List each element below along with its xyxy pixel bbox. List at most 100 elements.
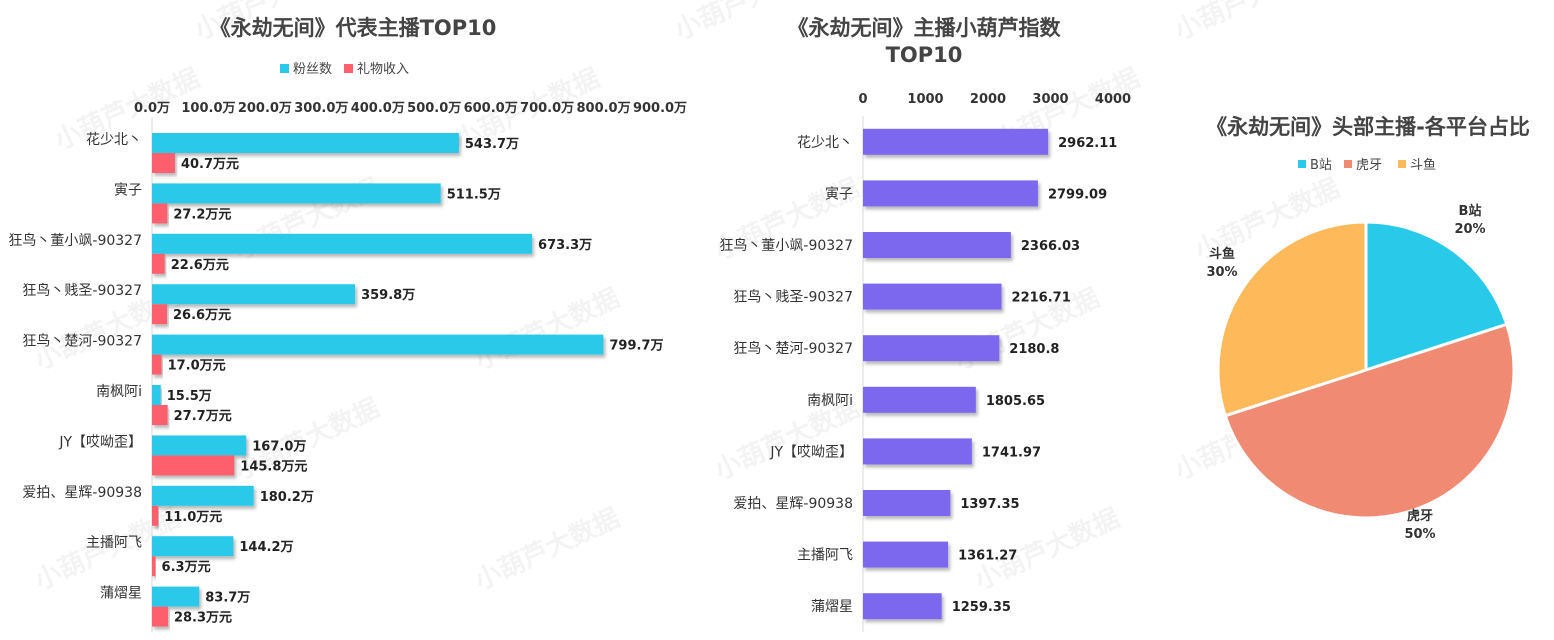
chart2-data-labels: 2962.11 2799.09 2366.03 2216.71 2180.8 1805.6… — [952, 136, 1118, 615]
index-bar — [863, 335, 1000, 362]
chart1-x-tick: 300.0万 — [294, 101, 348, 116]
fans-data-label: 83.7万 — [205, 591, 250, 606]
index-bar — [863, 232, 1011, 258]
fans-bar — [152, 536, 234, 557]
index-chart: 《永劫无间》主播小葫芦指数 TOP10 0 1000 2000 3000 4000 花少北… — [719, 16, 1131, 632]
chart1-x-tick: 600.0万 — [464, 101, 518, 116]
chart2-category-label: 南枫阿i — [807, 393, 853, 409]
gift-bar — [152, 405, 168, 425]
watermark-text: 小葫芦大数据 — [470, 283, 624, 376]
pie-legend-swatch — [1298, 160, 1306, 168]
fans-bar — [152, 284, 356, 305]
chart1-category-label: 花少北丶 — [86, 132, 142, 148]
index-data-label: 2962.11 — [1058, 136, 1117, 151]
fans-gift-chart: 《永劫无间》代表主播TOP10 粉丝数 礼物收入 0.0万 100.0万 200.0… — [8, 16, 687, 632]
chart1-category-label: 主播阿飞 — [86, 535, 142, 551]
chart1-category-label: 狂鸟丶贱圣-90327 — [22, 283, 142, 299]
chart2-category-label: 爱拍、星辉-90938 — [733, 496, 853, 512]
chart1-x-tick: 900.0万 — [633, 101, 687, 116]
gift-data-label: 27.7万元 — [174, 409, 232, 424]
index-bar — [863, 490, 951, 516]
gift-bar — [152, 153, 175, 173]
chart1-category-label: 狂鸟丶楚河-90327 — [22, 334, 142, 350]
fans-data-label: 144.2万 — [239, 540, 293, 555]
chart2-x-tick: 3000 — [1032, 92, 1068, 107]
index-data-label: 1361.27 — [958, 549, 1017, 564]
pie-slice-name: 斗鱼 — [1209, 246, 1235, 262]
index-data-label: 1397.35 — [960, 497, 1019, 512]
gift-bar — [152, 253, 165, 274]
chart1-bars — [152, 133, 604, 627]
chart2-category-label: 花少北丶 — [797, 135, 853, 151]
index-data-label: 2799.09 — [1048, 187, 1107, 202]
chart2-bars — [863, 128, 1049, 620]
index-bar — [863, 180, 1038, 207]
chart2-title-line1: 《永劫无间》主播小葫芦指数 — [788, 16, 1062, 40]
pie-slice-percent: 20% — [1454, 222, 1485, 237]
index-bar — [863, 386, 976, 413]
fans-data-label: 167.0万 — [252, 439, 306, 454]
pie-slice-percent: 30% — [1206, 265, 1237, 280]
chart3-slices — [1216, 220, 1516, 520]
index-data-label: 2180.8 — [1009, 342, 1059, 357]
watermark-text: 小葫芦大数据 — [1170, 0, 1324, 46]
legend-swatch-gift — [344, 64, 353, 73]
gift-data-label: 22.6万元 — [171, 258, 229, 273]
fans-bar — [152, 485, 254, 506]
chart2-x-ticks: 0 1000 2000 3000 4000 — [858, 92, 1131, 107]
index-bar — [863, 438, 972, 465]
gift-data-label: 145.8万元 — [240, 459, 307, 474]
fans-bar — [152, 435, 247, 456]
chart2-title: 《永劫无间》主播小葫芦指数 TOP10 — [788, 16, 1062, 67]
pie-legend-label: 斗鱼 — [1410, 157, 1436, 173]
fans-data-label: 799.7万 — [609, 339, 663, 354]
fans-bar — [152, 586, 200, 607]
gift-bar — [152, 354, 162, 375]
pie-slice — [1216, 220, 1368, 418]
pie-legend-swatch — [1344, 160, 1352, 168]
fans-data-label: 15.5万 — [167, 389, 212, 404]
chart2-x-tick: 0 — [858, 92, 867, 107]
index-data-label: 2216.71 — [1012, 291, 1071, 306]
fans-bar — [152, 183, 441, 204]
fans-bar — [152, 233, 533, 254]
chart1-category-label: 爱拍、星辉-90938 — [22, 485, 142, 501]
chart3-legend: B站 虎牙 斗鱼 — [1298, 157, 1436, 173]
chart2-title-line2: TOP10 — [886, 43, 963, 67]
gift-data-label: 26.6万元 — [173, 308, 231, 323]
chart2-category-label: 寅子 — [825, 185, 853, 202]
chart2-category-label: JY【哎呦歪】 — [769, 444, 853, 460]
watermark-text: 小葫芦大数据 — [470, 503, 624, 596]
fans-data-label: 180.2万 — [260, 490, 314, 505]
gift-bar — [152, 455, 235, 476]
index-data-label: 1741.97 — [982, 445, 1041, 460]
gift-bar — [152, 505, 159, 526]
legend-swatch-fans — [280, 64, 289, 73]
pie-slice — [1364, 220, 1509, 373]
gift-data-label: 28.3万元 — [174, 611, 232, 626]
pie-legend-label: B站 — [1310, 158, 1332, 173]
index-data-label: 1805.65 — [986, 394, 1045, 409]
pie-slice-name: B站 — [1459, 203, 1482, 219]
index-bar — [863, 128, 1049, 155]
gift-bar — [152, 304, 168, 325]
pie-slice-percent: 50% — [1404, 527, 1435, 542]
gift-data-label: 6.3万元 — [162, 560, 211, 575]
chart1-category-label: 南枫阿i — [96, 384, 142, 400]
fans-data-label: 543.7万 — [465, 137, 519, 152]
fans-data-label: 359.8万 — [361, 288, 415, 303]
chart1-category-label: 狂鸟丶董小飒-90327 — [8, 233, 142, 249]
gift-bar — [152, 556, 156, 577]
chart1-data-labels: 543.7万 40.7万元 511.5万 27.2万元 673.3万 22.6万元 359.… — [162, 137, 664, 626]
gift-bar — [152, 606, 168, 627]
pie-legend-swatch — [1398, 160, 1406, 168]
index-data-label: 1259.35 — [952, 600, 1011, 615]
chart2-x-tick: 1000 — [907, 92, 943, 107]
chart1-x-tick: 700.0万 — [520, 101, 574, 116]
chart2-category-label: 狂鸟丶贱圣-90327 — [733, 290, 853, 306]
index-data-label: 2366.03 — [1021, 239, 1080, 254]
chart1-category-label: 蒲熠星 — [100, 586, 142, 602]
chart1-legend: 粉丝数 礼物收入 — [280, 61, 409, 77]
index-bar — [863, 593, 942, 620]
